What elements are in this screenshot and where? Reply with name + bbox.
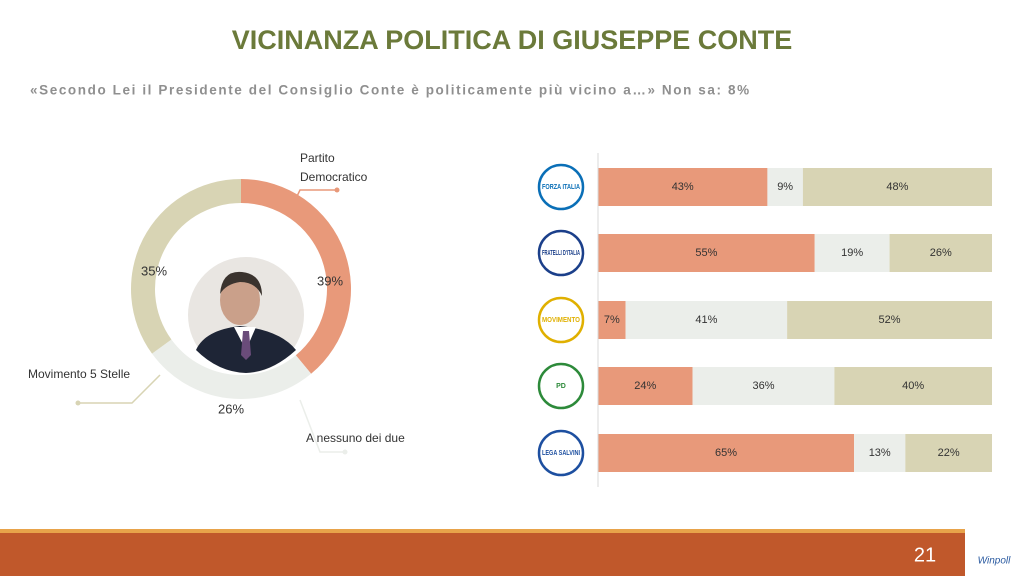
leader-dot: [334, 187, 340, 193]
category-label-box: A nessuno dei due: [306, 431, 405, 445]
category-label: A nessuno dei due: [306, 431, 405, 445]
bar-segment: [598, 367, 693, 405]
bar-segment: [598, 234, 815, 272]
donut-value-label: 39%: [317, 273, 343, 288]
bar-segment: [787, 301, 992, 339]
bar-chart: FORZA ITALIA 43% 9% 48% FRATELLI D'ITALIA 55%…: [537, 153, 992, 487]
party-logo: [537, 429, 585, 477]
party-logo: [537, 296, 585, 344]
donut-value-label: 26%: [218, 401, 244, 416]
party-logo-text: PD: [556, 383, 566, 390]
bar-value-label: 22%: [938, 447, 960, 459]
donut-slice: [131, 179, 241, 354]
bar-value-label: 19%: [841, 247, 863, 259]
leader-line: [287, 189, 337, 216]
brand-box: [965, 529, 1024, 576]
bar-value-label: 41%: [695, 314, 717, 326]
party-logo: [537, 163, 585, 211]
bar-segment: [598, 301, 626, 339]
bar-value-label: 13%: [869, 447, 891, 459]
bar-value-label: 24%: [634, 380, 656, 392]
footer-line: [0, 529, 1024, 533]
bar-segment: [814, 234, 890, 272]
slide-title: VICINANZA POLITICA DI GIUSEPPE CONTE: [232, 25, 793, 55]
bar-value-label: 43%: [672, 181, 694, 193]
party-logo: [537, 362, 585, 410]
page-number: 21: [914, 544, 936, 566]
photo-tie: [241, 331, 251, 360]
bar-value-label: 26%: [930, 247, 952, 259]
party-logo-text: MOVIMENTO: [542, 317, 580, 324]
donut-value-label: 35%: [141, 263, 167, 278]
party-logo-text: FRATELLI D'ITALIA: [542, 250, 580, 257]
leader-line: [299, 399, 345, 453]
bar-segment: [598, 434, 855, 472]
party-logo-text: LEGA SALVINI: [542, 450, 580, 457]
donut-slice: [241, 179, 351, 374]
bar-segment: [625, 301, 788, 339]
bar-segment: [905, 434, 992, 472]
bar-value-label: 40%: [902, 380, 924, 392]
donut-chart: 39% 26% 35% Partito Democratico A nessuno de…: [28, 151, 405, 455]
donut-slice: [152, 339, 312, 399]
bar-segment: [692, 367, 835, 405]
bar-value-label: 52%: [879, 314, 901, 326]
photo-head: [220, 275, 260, 325]
party-logo-text: FORZA ITALIA: [542, 184, 580, 191]
bar-segment: [598, 168, 768, 206]
footer-band: [0, 533, 1024, 576]
bar-value-label: 55%: [695, 247, 717, 259]
subtitle: «Secondo Lei il Presidente del Consiglio…: [30, 83, 751, 98]
category-label: Partito Democratico: [300, 151, 368, 184]
bar-segment: [802, 168, 992, 206]
bar-segment: [854, 434, 906, 472]
brand-logo: Winpoll: [978, 556, 1011, 567]
bar-value-label: 36%: [752, 380, 774, 392]
bar-segment: [767, 168, 803, 206]
category-label-box: Partito Democratico: [300, 151, 368, 184]
photo-hair: [220, 271, 262, 296]
leader-line: [78, 374, 161, 404]
leader-dot: [75, 400, 81, 406]
bar-value-label: 65%: [715, 447, 737, 459]
leader-dot: [342, 449, 348, 455]
bar-segment: [834, 367, 992, 405]
bar-value-label: 7%: [604, 314, 620, 326]
category-label: Movimento 5 Stelle: [28, 367, 131, 381]
bar-value-label: 9%: [777, 181, 793, 193]
category-label-box: Movimento 5 Stelle: [28, 367, 131, 381]
bar-value-label: 48%: [886, 181, 908, 193]
bar-segment: [889, 234, 992, 272]
party-logo: [537, 229, 585, 277]
